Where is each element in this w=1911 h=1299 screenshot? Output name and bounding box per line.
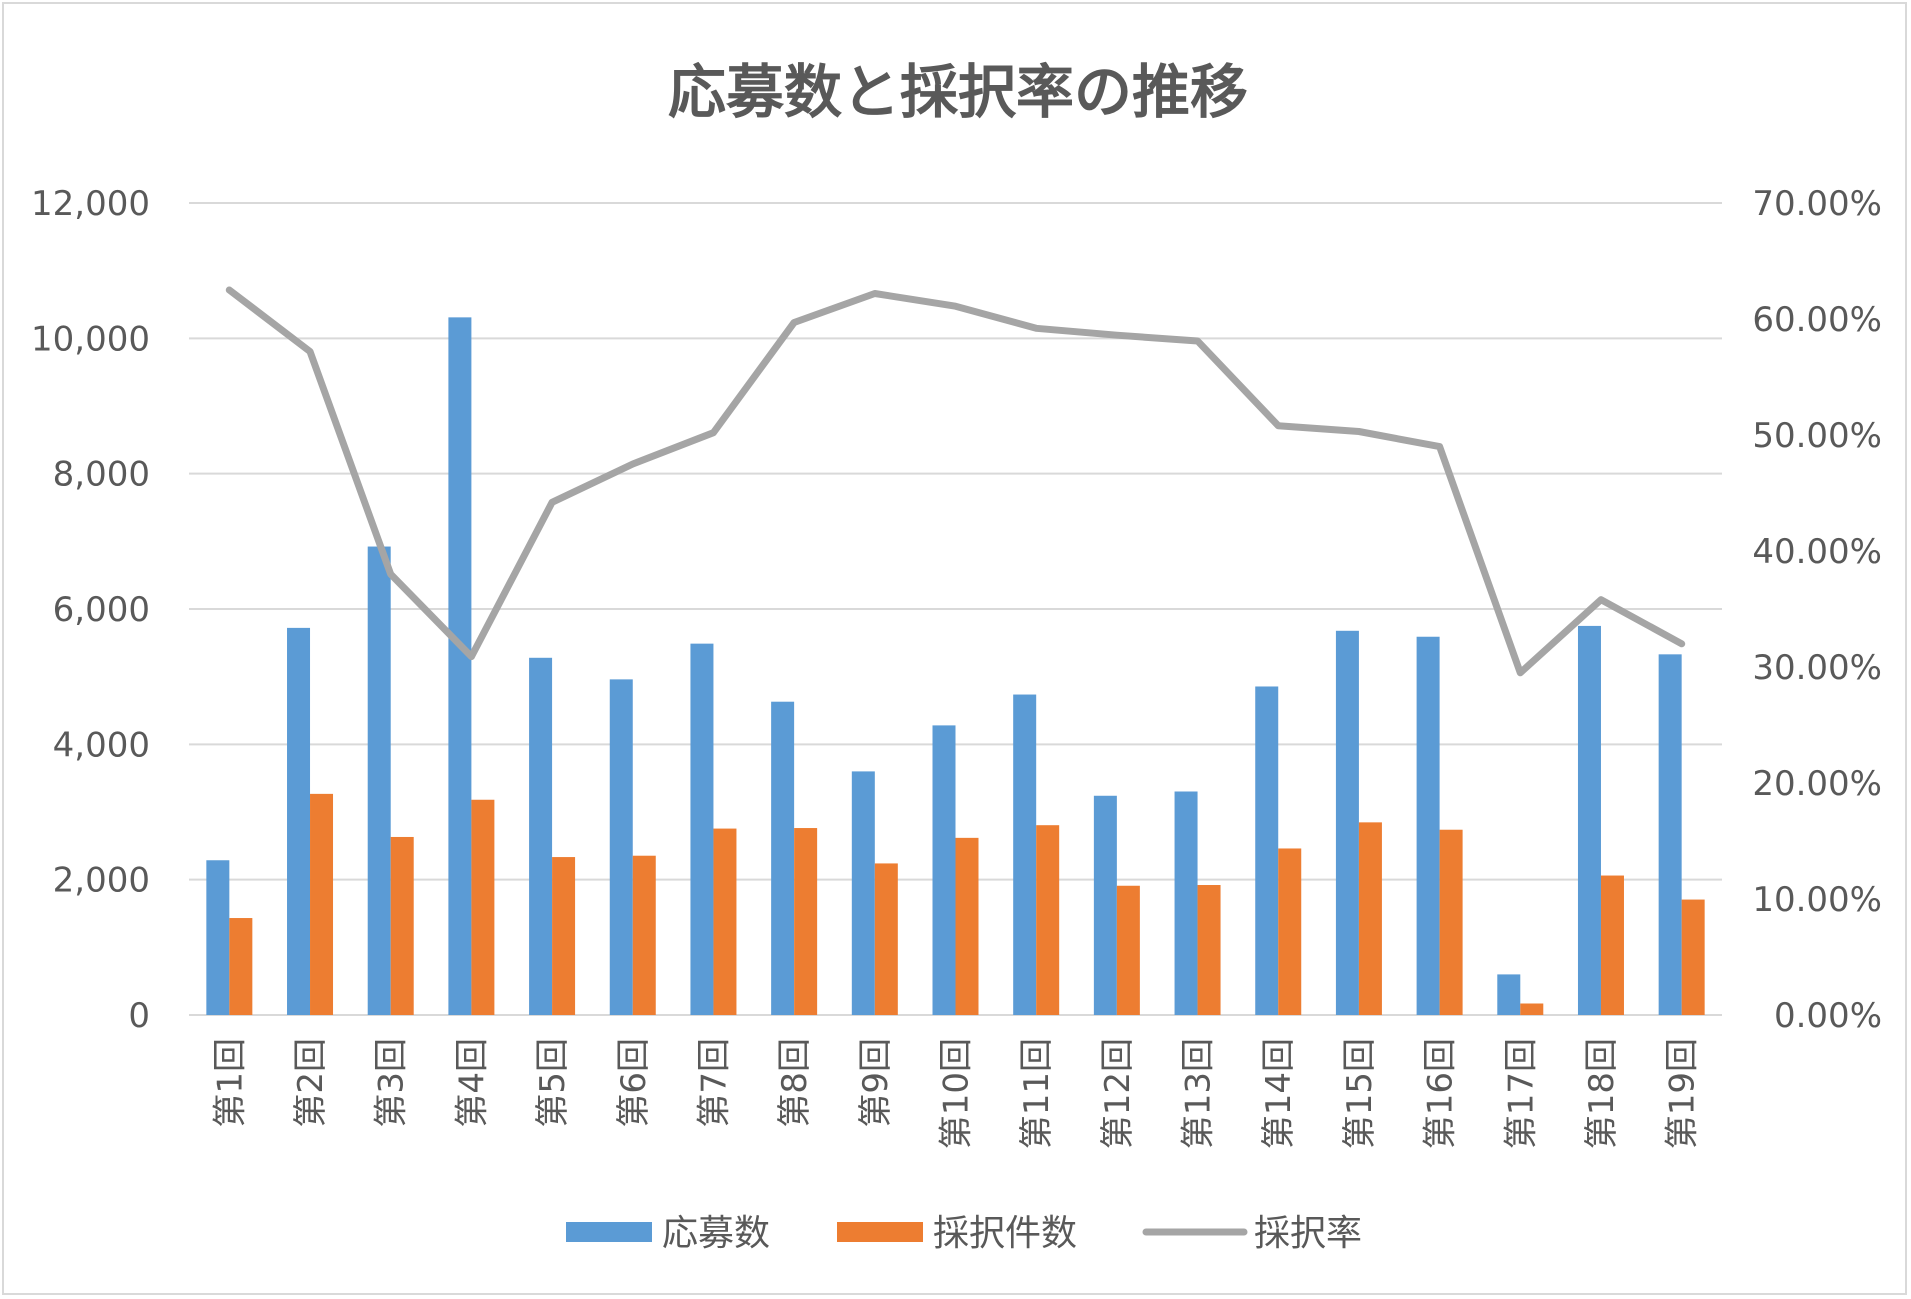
bar (206, 860, 230, 1015)
category-label: 第17回 (1501, 1038, 1541, 1149)
bar (955, 837, 979, 1015)
category-label: 第12回 (1098, 1038, 1138, 1149)
bar (1255, 686, 1279, 1015)
category-label: 第18回 (1582, 1038, 1622, 1149)
bar (552, 857, 576, 1015)
bar (1681, 899, 1705, 1015)
left-tick-label: 6,000 (53, 590, 150, 630)
left-axis: 0 2,000 4,000 6,000 8,000 10,000 12,000 (31, 184, 150, 1036)
bar (390, 836, 414, 1015)
bar-series-group (206, 317, 1705, 1015)
category-label: 第5回 (533, 1038, 573, 1128)
bar (529, 657, 553, 1015)
legend: 応募数 採択件数 採択率 (566, 1213, 1362, 1254)
category-label: 第11回 (1017, 1038, 1057, 1149)
bar (794, 828, 818, 1015)
bar (1335, 630, 1359, 1015)
bar (932, 725, 956, 1015)
legend-item: 採択件数 (837, 1213, 1077, 1254)
bar (1174, 791, 1198, 1015)
bar (851, 771, 875, 1015)
bar (1439, 829, 1463, 1015)
line-series-group (225, 286, 1686, 677)
category-label: 第19回 (1663, 1038, 1703, 1149)
right-tick-label: 40.00% (1752, 532, 1882, 572)
bar (1520, 1003, 1544, 1015)
right-tick-label: 70.00% (1752, 184, 1882, 224)
bar (229, 918, 253, 1015)
bar (609, 679, 633, 1015)
category-label: 第1回 (210, 1038, 250, 1128)
left-tick-label: 4,000 (53, 725, 150, 765)
category-label: 第13回 (1179, 1038, 1219, 1149)
category-label: 第10回 (937, 1038, 977, 1149)
left-tick-label: 0 (128, 996, 150, 1036)
bar (1197, 885, 1221, 1015)
bar (1013, 694, 1037, 1015)
bar (1278, 848, 1302, 1015)
legend-swatch (837, 1222, 923, 1242)
bar (1658, 654, 1682, 1015)
category-label: 第2回 (291, 1038, 331, 1128)
category-label: 第7回 (694, 1038, 734, 1128)
bar (1577, 625, 1601, 1015)
category-label: 第8回 (775, 1038, 815, 1128)
right-tick-label: 0.00% (1774, 996, 1882, 1036)
left-tick-label: 10,000 (31, 319, 150, 359)
bar (771, 701, 795, 1015)
bar (713, 828, 737, 1015)
right-axis: 0.00% 10.00% 20.00% 30.00% 40.00% 50.00% 60.00… (1752, 184, 1882, 1036)
bar (367, 546, 391, 1015)
bar (1358, 822, 1382, 1015)
bar (690, 643, 714, 1015)
right-tick-label: 50.00% (1752, 416, 1882, 456)
bar (287, 627, 311, 1015)
left-tick-label: 8,000 (53, 455, 150, 495)
bar (1093, 795, 1117, 1015)
right-tick-label: 20.00% (1752, 764, 1882, 804)
bar-series-1 (206, 317, 1682, 1015)
legend-label: 採択件数 (933, 1213, 1077, 1254)
chart-svg: 応募数と採択率の推移 0 2,000 4,000 6,000 8,000 10,000 12… (31, 58, 1882, 1254)
right-tick-label: 60.00% (1752, 300, 1882, 340)
bar (471, 799, 495, 1015)
legend-label: 応募数 (662, 1213, 770, 1254)
bar (874, 863, 898, 1015)
left-tick-label: 12,000 (31, 184, 150, 224)
category-label: 第4回 (452, 1038, 492, 1128)
legend-swatch (566, 1222, 652, 1242)
chart-title: 応募数と採択率の推移 (668, 58, 1248, 126)
legend-label: 採択率 (1254, 1213, 1362, 1254)
bar (632, 855, 656, 1015)
bar (1416, 636, 1440, 1015)
left-tick-label: 2,000 (53, 861, 150, 901)
bar (1116, 885, 1140, 1015)
legend-item: 応募数 (566, 1213, 770, 1254)
right-tick-label: 30.00% (1752, 648, 1882, 688)
bar (448, 317, 472, 1015)
bar (1600, 875, 1624, 1015)
legend-item: 採択率 (1142, 1213, 1362, 1254)
category-label: 第3回 (372, 1038, 412, 1128)
category-label: 第9回 (856, 1038, 896, 1128)
right-tick-label: 10.00% (1752, 880, 1882, 920)
bar (1036, 825, 1060, 1015)
bar (1497, 974, 1521, 1015)
rate-line (225, 286, 1686, 677)
category-label: 第15回 (1340, 1038, 1380, 1149)
bar-series-2 (229, 793, 1705, 1015)
category-label: 第14回 (1259, 1038, 1299, 1149)
bar (310, 793, 334, 1015)
category-label: 第6回 (614, 1038, 654, 1128)
category-axis: 第1回 第2回 第3回 第4回 第5回 第6回 第7回 第8回 第9回 第10回 第11回 第12回 第… (210, 1038, 1702, 1149)
category-label: 第16回 (1421, 1038, 1461, 1149)
